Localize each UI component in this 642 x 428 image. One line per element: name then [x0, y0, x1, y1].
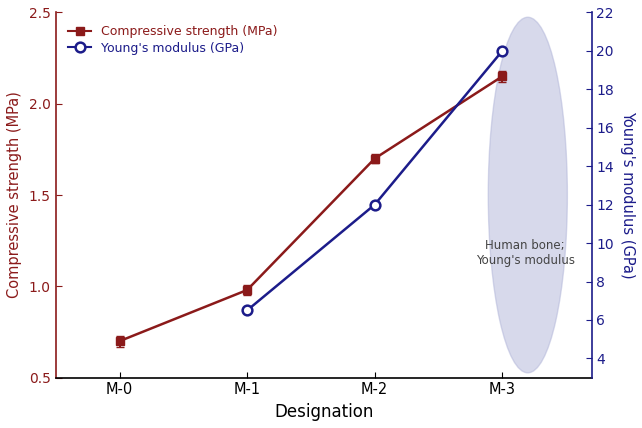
Legend: Compressive strength (MPa), Young's modulus (GPa): Compressive strength (MPa), Young's modu…: [62, 19, 284, 61]
Y-axis label: Young's modulus (GPa): Young's modulus (GPa): [620, 111, 635, 279]
X-axis label: Designation: Designation: [274, 403, 374, 421]
Ellipse shape: [489, 17, 568, 373]
Text: Human bone;
Young's modulus: Human bone; Young's modulus: [476, 239, 575, 267]
Y-axis label: Compressive strength (MPa): Compressive strength (MPa): [7, 92, 22, 298]
